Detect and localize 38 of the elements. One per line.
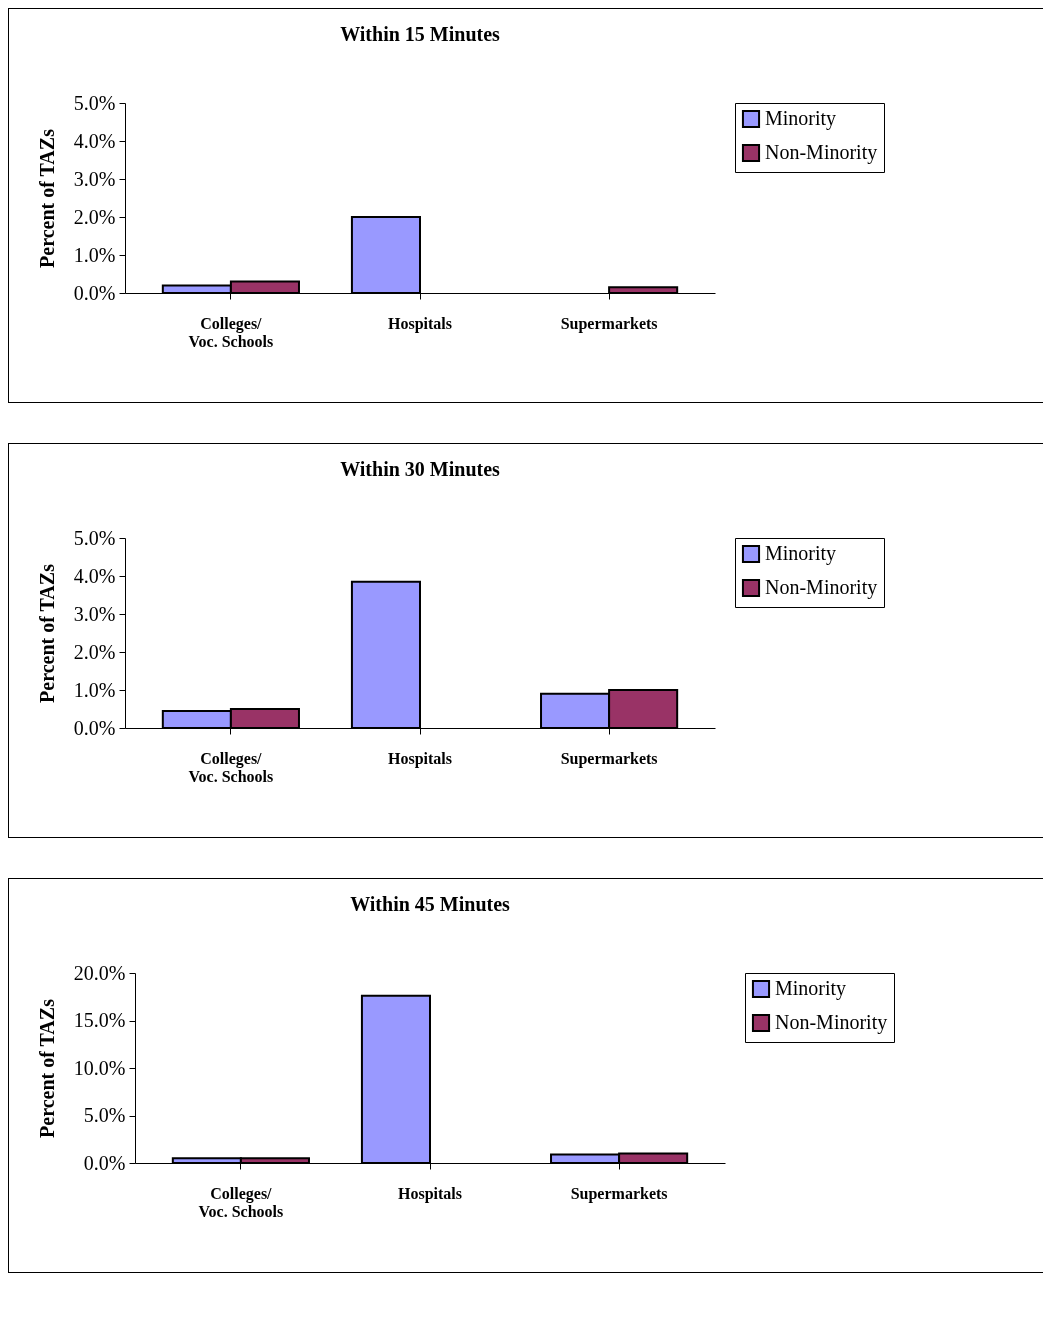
y-tick-label: 4.0%	[73, 129, 116, 152]
y-tick-label: 1.0%	[73, 678, 116, 701]
legend-label: Non-Minority	[775, 1011, 888, 1034]
x-tick-label: Colleges/ Voc. Schools	[188, 314, 274, 350]
x-tick-label: Colleges/ Voc. Schools	[198, 1184, 284, 1220]
y-tick-label: 0.0%	[83, 1151, 126, 1174]
legend-label: Non-Minority	[765, 141, 878, 164]
legend-label: Minority	[765, 542, 837, 565]
x-tick-label: Colleges/ Voc. Schools	[188, 749, 274, 785]
y-tick-label: 1.0%	[73, 243, 116, 266]
chart-title: Within 30 Minutes	[340, 458, 501, 480]
y-axis-title: Percent of TAZs	[35, 128, 58, 268]
y-tick-label: 3.0%	[73, 167, 116, 190]
y-tick-label: 4.0%	[73, 564, 116, 587]
chart-title: Within 15 Minutes	[340, 23, 501, 45]
legend-label: Minority	[765, 107, 837, 130]
x-tick-label: Supermarkets	[570, 1184, 668, 1203]
y-tick-label: 15.0%	[73, 1009, 126, 1031]
y-axis-title: Percent of TAZs	[35, 998, 58, 1138]
y-axis-title: Percent of TAZs	[35, 563, 58, 703]
y-tick-label: 5.0%	[73, 526, 116, 549]
x-tick-label: Hospitals	[387, 749, 453, 768]
legend-label: Minority	[775, 977, 847, 1000]
y-tick-label: 20.0%	[73, 961, 126, 984]
x-tick-label: Supermarkets	[560, 749, 658, 768]
y-tick-label: 0.0%	[73, 716, 116, 739]
y-tick-label: 10.0%	[73, 1056, 126, 1079]
y-tick-label: 5.0%	[83, 1104, 126, 1126]
y-tick-label: 2.0%	[73, 640, 116, 663]
y-tick-label: 3.0%	[73, 602, 116, 625]
y-tick-label: 0.0%	[73, 281, 116, 304]
x-tick-label: Hospitals	[397, 1184, 463, 1203]
chart-title: Within 45 Minutes	[350, 893, 511, 915]
legend-label: Non-Minority	[765, 576, 878, 599]
y-tick-label: 5.0%	[73, 91, 116, 114]
x-tick-label: Hospitals	[387, 314, 453, 333]
x-tick-label: Supermarkets	[560, 314, 658, 333]
y-tick-label: 2.0%	[73, 205, 116, 228]
